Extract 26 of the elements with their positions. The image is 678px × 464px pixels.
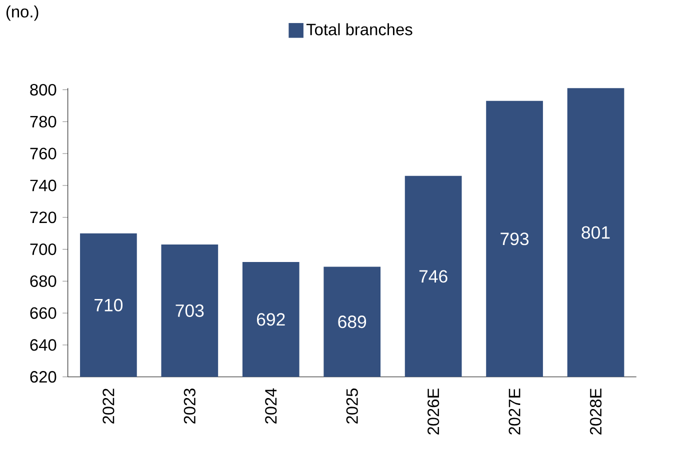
data-label: 689 [338,315,366,328]
x-tick-label: 2028E [590,388,602,434]
legend-label: Total branches [306,23,412,36]
data-label: 692 [256,313,285,326]
y-tick-label: 660 [30,307,56,319]
data-label: 710 [94,298,123,312]
data-label: 801 [582,226,610,239]
data-label: 703 [176,304,204,317]
y-tick-label: 800 [30,84,56,96]
x-tick-label: 2024 [265,388,277,424]
y-tick-label: 720 [30,211,56,224]
x-tick-label: 2027E [508,388,520,434]
y-axis-title: (no.) [6,5,38,21]
y-tick-label: 740 [30,180,56,192]
x-tick-label: 2022 [102,388,114,424]
y-tick-label: 760 [30,148,56,160]
x-tick-label: 2026E [428,388,440,434]
y-tick-label: 620 [30,370,56,383]
data-label: 746 [419,270,448,283]
x-tick-label: 2025 [346,388,358,424]
y-tick-label: 700 [30,243,56,255]
y-tick-label: 780 [30,116,56,128]
x-tick-label: 2023 [184,388,196,424]
data-label: 793 [500,232,529,246]
y-tick-label: 640 [30,339,56,351]
y-tick-label: 680 [30,275,56,287]
